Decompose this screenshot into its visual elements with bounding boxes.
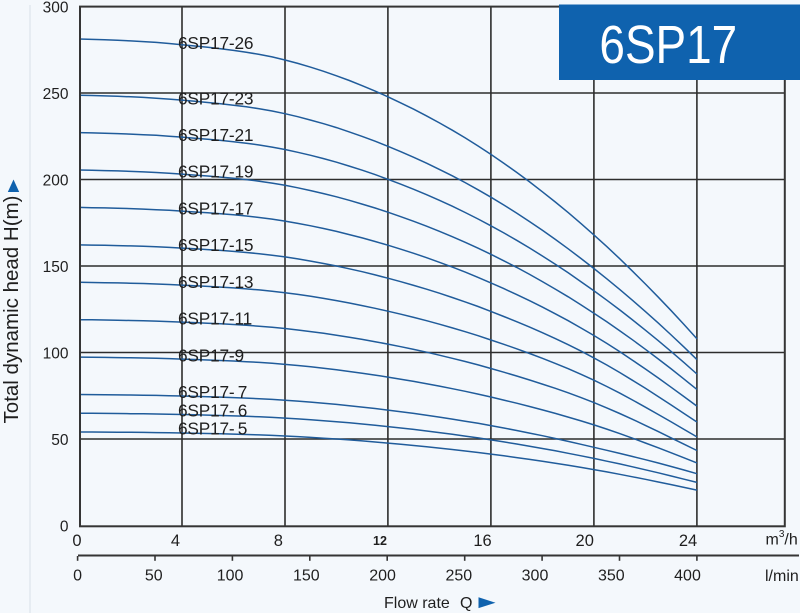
svg-text:6SP17-19: 6SP17-19 [178,162,253,182]
svg-text:200: 200 [369,568,396,585]
svg-text:50: 50 [51,432,69,449]
svg-text:24: 24 [679,532,697,550]
svg-text:250: 250 [43,86,69,103]
svg-text:0: 0 [60,518,69,535]
svg-text:6SP17- 7: 6SP17- 7 [178,382,247,402]
svg-text:16: 16 [473,532,491,550]
svg-text:Q: Q [460,595,472,612]
svg-text:4: 4 [171,532,180,550]
svg-text:6SP17-9: 6SP17-9 [178,345,244,365]
svg-text:Flow rate: Flow rate [384,595,450,612]
svg-text:6SP17-17: 6SP17-17 [178,198,253,218]
svg-text:250: 250 [445,568,472,585]
svg-text:6SP17- 6: 6SP17- 6 [178,400,247,420]
svg-text:400: 400 [674,568,701,585]
svg-text:6SP17- 5: 6SP17- 5 [178,419,247,439]
svg-text:300: 300 [522,568,549,585]
svg-text:8: 8 [274,532,283,550]
svg-text:6SP17-15: 6SP17-15 [178,235,253,255]
svg-text:Total dynamic head H(m): Total dynamic head H(m) [0,196,23,424]
svg-text:200: 200 [43,172,69,189]
svg-text:6SP17: 6SP17 [599,15,737,75]
svg-text:50: 50 [145,568,163,585]
svg-text:100: 100 [43,345,69,362]
svg-text:m3/h: m3/h [766,529,798,548]
svg-text:100: 100 [217,568,244,585]
svg-text:6SP17-11: 6SP17-11 [178,309,252,329]
svg-text:6SP17-26: 6SP17-26 [178,33,253,53]
svg-text:300: 300 [43,0,69,16]
svg-text:150: 150 [43,259,69,276]
svg-text:150: 150 [293,568,320,585]
svg-text:12: 12 [373,534,387,548]
svg-text:6SP17-23: 6SP17-23 [178,88,253,108]
svg-text:6SP17-13: 6SP17-13 [178,272,253,292]
svg-text:0: 0 [73,568,82,585]
svg-text:0: 0 [72,532,81,550]
svg-text:6SP17-21: 6SP17-21 [178,125,253,145]
svg-text:l/min: l/min [765,568,799,585]
svg-text:350: 350 [598,568,625,585]
svg-text:20: 20 [576,532,594,550]
